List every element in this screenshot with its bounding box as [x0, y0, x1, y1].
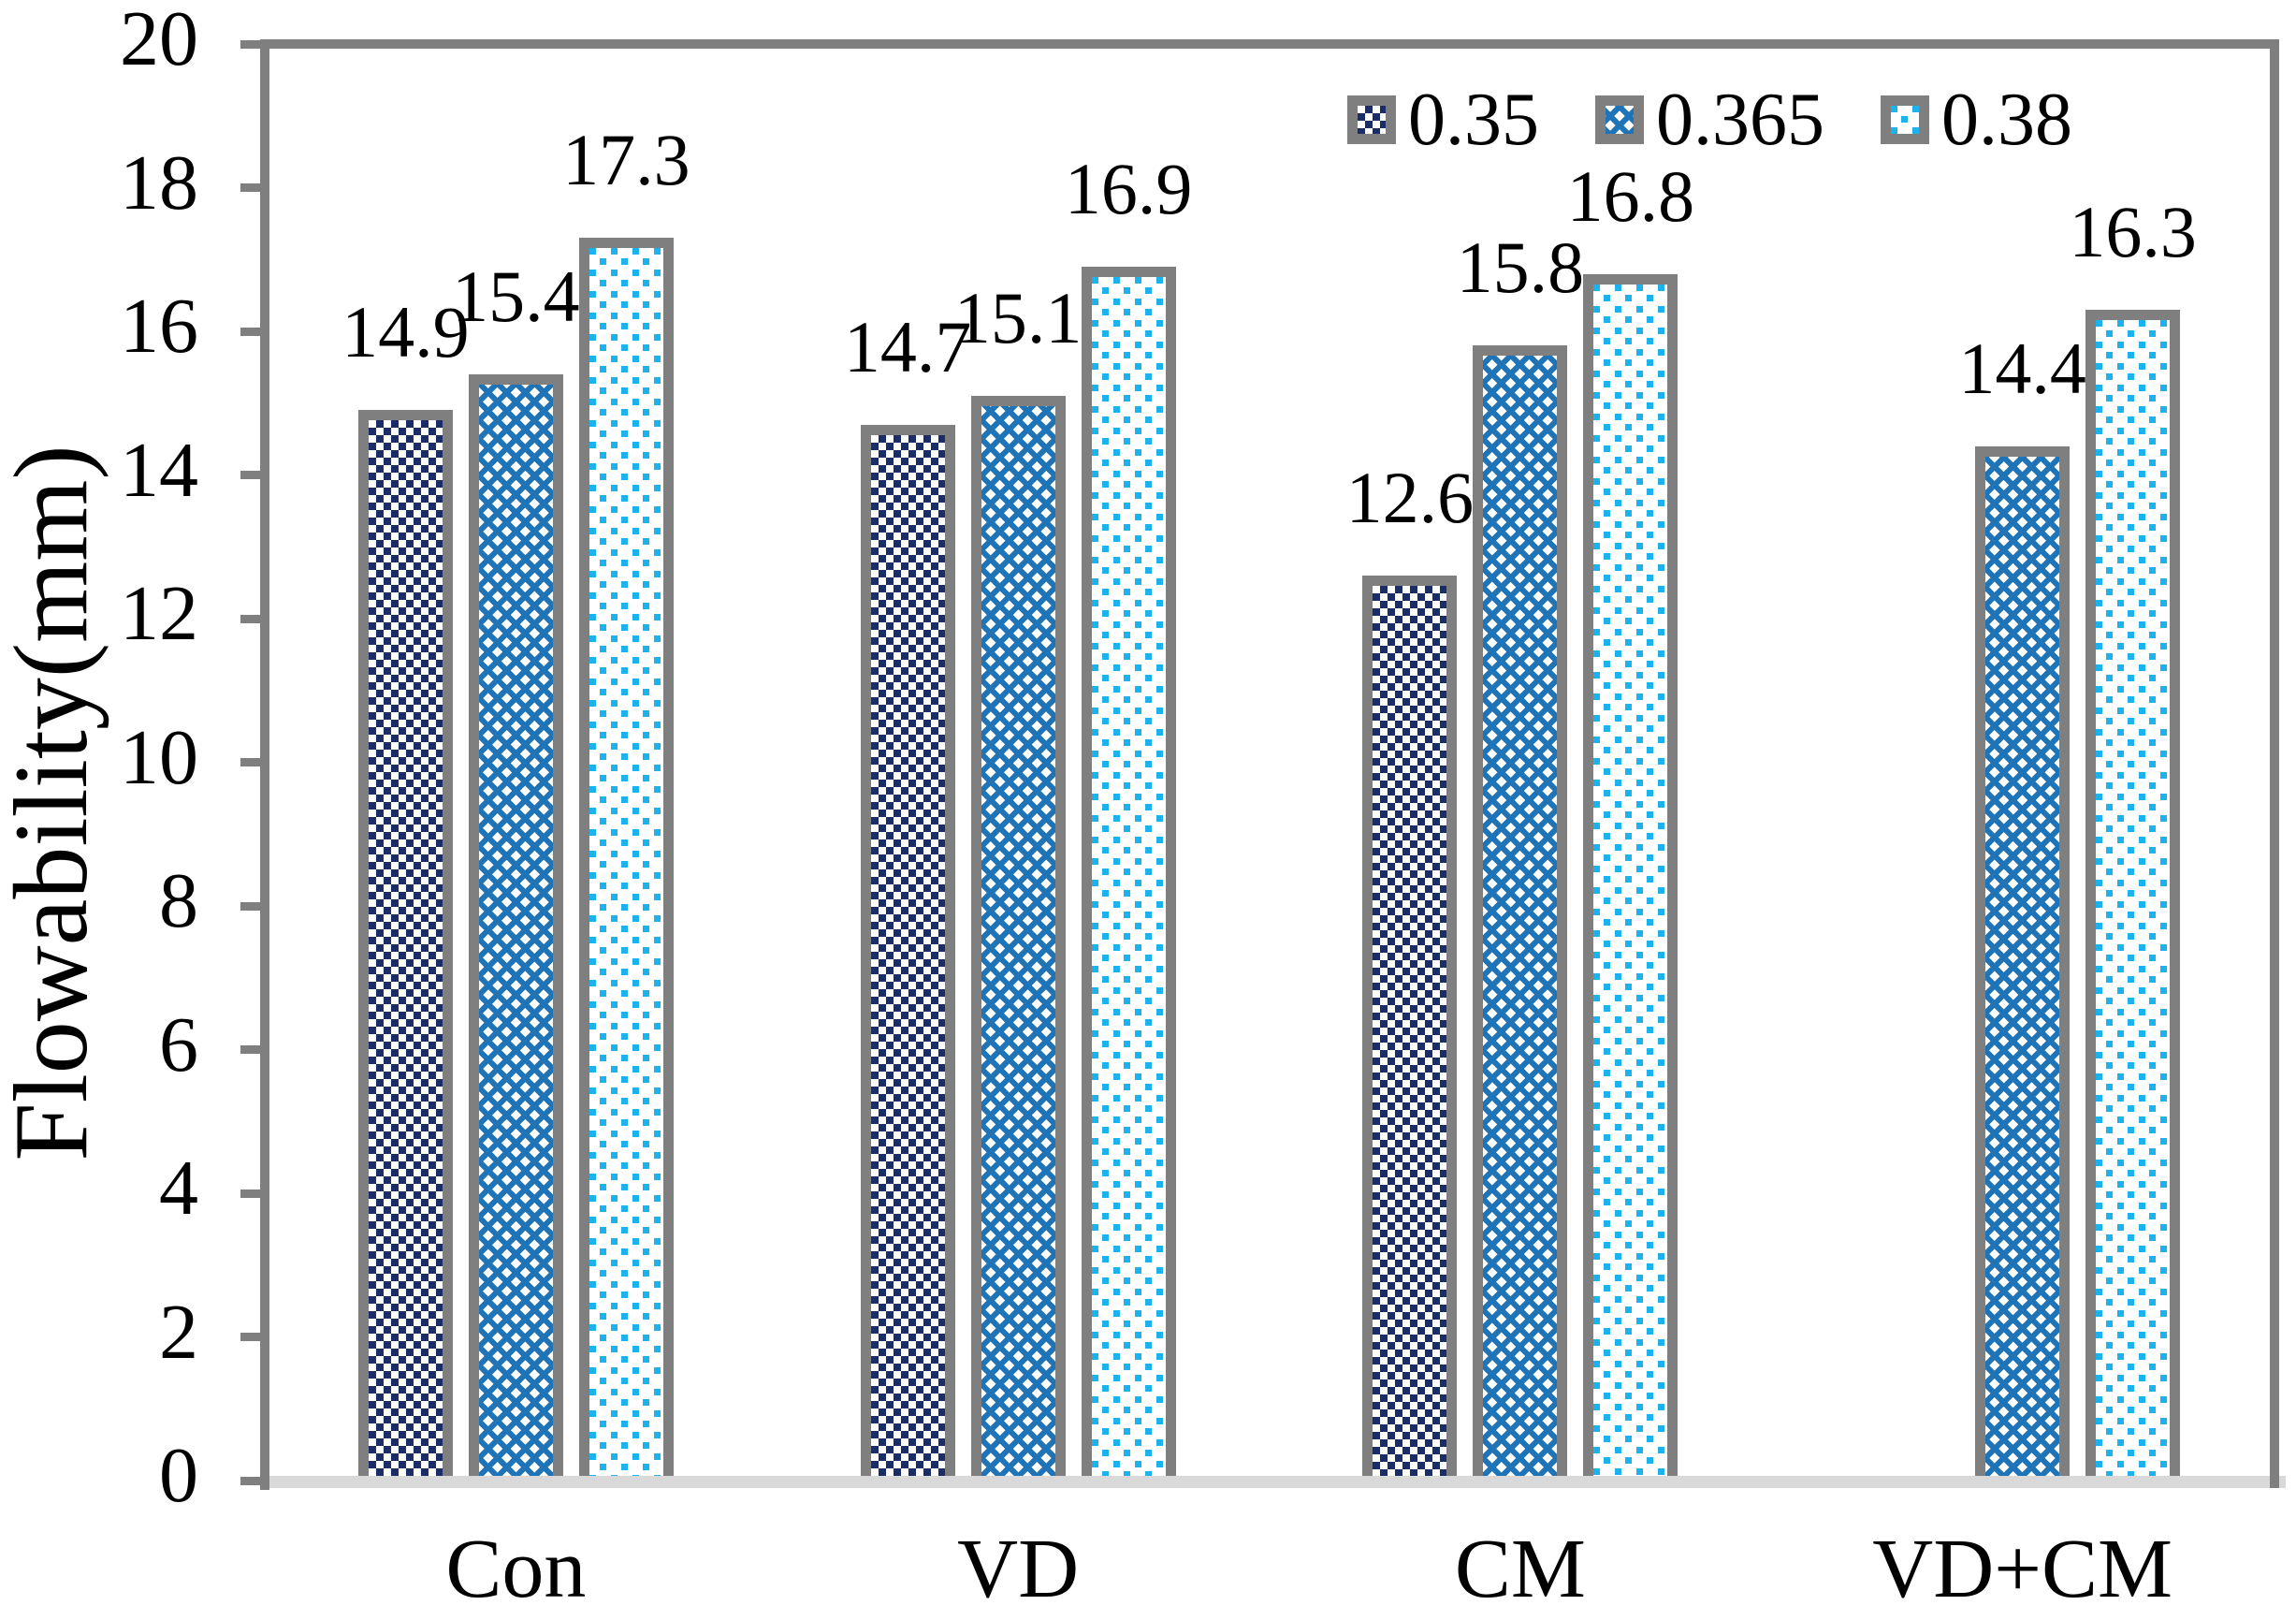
- value-label: 16.8: [1566, 154, 1695, 237]
- y-tick-label: 16: [120, 283, 198, 370]
- bar: [860, 424, 955, 1481]
- legend-item: 0.38: [1881, 82, 2072, 157]
- bar: [468, 374, 563, 1481]
- value-label: 15.4: [452, 255, 580, 338]
- y-tick-mark: [240, 327, 265, 336]
- legend-swatch: [1595, 95, 1644, 144]
- value-label: 15.1: [953, 277, 1083, 359]
- y-tick-label: 18: [120, 139, 198, 226]
- legend-swatch: [1347, 95, 1396, 144]
- y-tick-label: 20: [120, 0, 198, 82]
- y-tick-label: 8: [159, 857, 198, 944]
- bar: [1473, 345, 1568, 1481]
- y-axis-line: [260, 39, 269, 1490]
- y-tick-mark: [240, 901, 265, 911]
- legend-label: 0.38: [1941, 79, 2072, 161]
- legend-item: 0.365: [1595, 82, 1824, 157]
- y-tick-mark: [240, 1045, 265, 1054]
- value-label: 15.8: [1456, 226, 1585, 309]
- value-label: 14.4: [1958, 327, 2086, 409]
- y-tick-mark: [240, 183, 265, 192]
- legend-swatch: [1881, 95, 1929, 144]
- value-label: 16.9: [1064, 147, 1193, 229]
- y-tick-mark: [240, 758, 265, 766]
- legend: 0.35 0.365 0.38: [1347, 82, 2072, 157]
- legend-label: 0.365: [1656, 79, 1824, 161]
- value-label: 14.9: [341, 291, 470, 373]
- x-axis-label: CM: [1454, 1523, 1586, 1615]
- legend-label: 0.35: [1408, 79, 1539, 161]
- y-tick-mark: [240, 1333, 265, 1341]
- value-label: 12.6: [1345, 456, 1475, 538]
- bar: [970, 396, 1066, 1481]
- x-axis-label: Con: [445, 1523, 587, 1615]
- x-axis-line: [265, 1476, 2286, 1488]
- bar: [578, 238, 674, 1481]
- bar: [2085, 309, 2181, 1481]
- x-axis-label: VD: [957, 1523, 1080, 1615]
- bar: [1583, 273, 1678, 1481]
- legend-item: 0.35: [1347, 82, 1539, 157]
- bar: [1081, 266, 1176, 1481]
- y-tick-mark: [240, 1189, 265, 1198]
- plot-frame-top: [260, 39, 2279, 49]
- y-tick-mark: [240, 1476, 265, 1485]
- bar: [357, 410, 453, 1481]
- bar: [1975, 445, 2071, 1481]
- value-label: 14.7: [843, 305, 972, 387]
- y-tick-label: 4: [159, 1145, 198, 1232]
- y-tick-label: 0: [159, 1432, 198, 1519]
- x-axis-label: VD+CM: [1872, 1523, 2173, 1615]
- y-tick-label: 2: [159, 1288, 198, 1376]
- plot-frame-right: [2270, 39, 2279, 1488]
- y-tick-label: 10: [120, 713, 198, 801]
- y-tick-label: 14: [120, 426, 198, 514]
- value-label: 16.3: [2069, 190, 2197, 272]
- value-label: 17.3: [562, 119, 690, 201]
- bar: [1362, 575, 1458, 1481]
- y-tick-label: 12: [120, 570, 198, 657]
- y-tick-mark: [240, 471, 265, 479]
- y-tick-mark: [240, 39, 265, 49]
- y-tick-mark: [240, 614, 265, 623]
- y-tick-label: 6: [159, 1000, 198, 1088]
